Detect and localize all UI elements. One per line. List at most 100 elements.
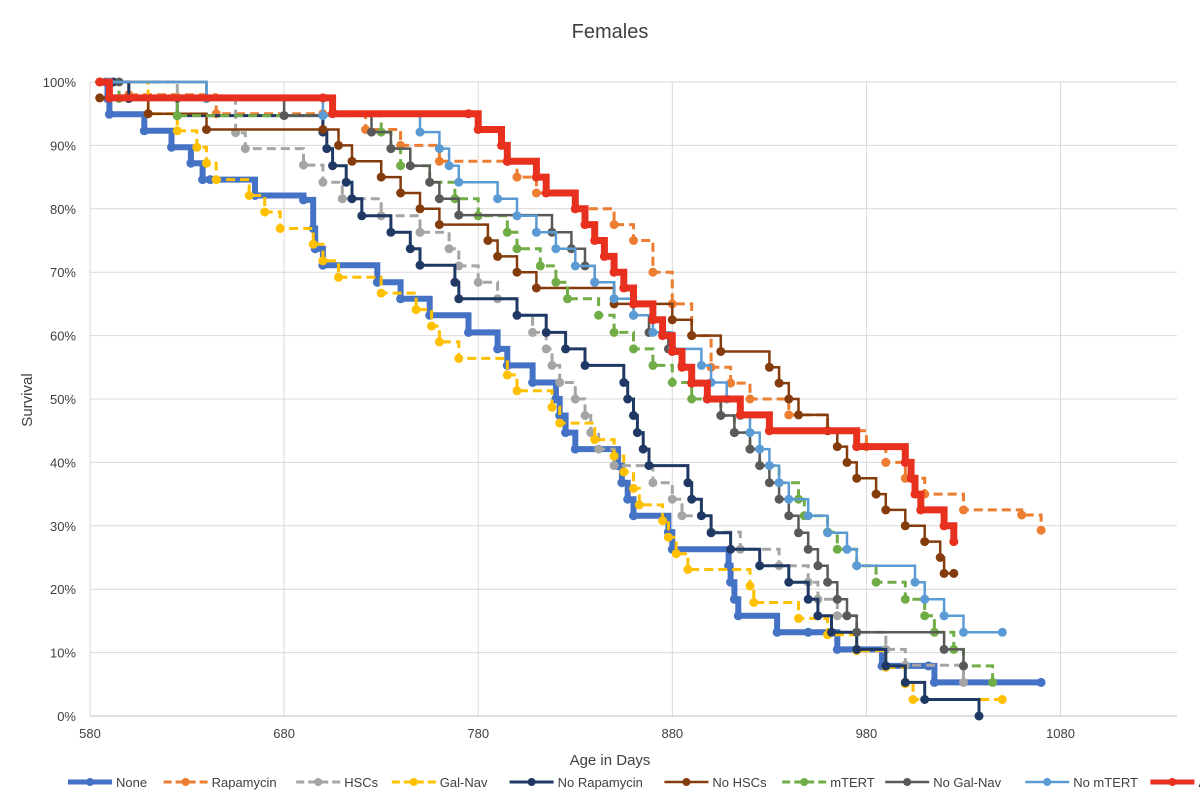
data-point xyxy=(563,294,572,304)
data-point xyxy=(347,156,357,166)
data-point xyxy=(434,156,444,166)
data-point xyxy=(667,315,677,325)
data-point xyxy=(609,461,619,471)
data-point xyxy=(871,577,881,587)
data-point xyxy=(823,577,833,587)
data-point xyxy=(415,127,425,137)
data-point xyxy=(405,161,415,171)
data-point xyxy=(202,125,211,134)
data-point xyxy=(541,188,551,198)
data-point xyxy=(852,442,862,452)
data-point xyxy=(959,627,968,637)
data-point xyxy=(852,473,862,483)
data-point xyxy=(629,483,638,493)
data-point xyxy=(823,528,833,538)
data-point xyxy=(275,224,285,233)
data-point xyxy=(328,161,338,171)
data-point xyxy=(939,644,949,654)
legend-item: No HSCs xyxy=(664,775,767,790)
data-point xyxy=(104,93,114,103)
data-point xyxy=(908,695,918,704)
data-point xyxy=(318,256,328,266)
legend-marker xyxy=(800,778,809,786)
data-point xyxy=(929,677,939,687)
data-point xyxy=(322,144,332,154)
data-point xyxy=(997,695,1007,704)
data-point xyxy=(244,191,254,200)
data-point xyxy=(308,239,318,249)
legend-item: HSCs xyxy=(296,775,379,790)
data-point xyxy=(318,93,328,103)
data-point xyxy=(260,207,270,217)
data-point xyxy=(794,410,803,420)
data-point xyxy=(396,188,406,198)
data-point xyxy=(580,360,590,370)
data-point xyxy=(328,109,338,119)
data-point xyxy=(372,277,382,287)
data-point xyxy=(910,489,920,499)
data-point xyxy=(434,144,444,154)
data-point xyxy=(726,577,736,587)
legend-label: Rapamycin xyxy=(212,775,277,790)
data-point xyxy=(334,140,343,150)
data-point xyxy=(434,220,444,230)
data-point xyxy=(658,516,668,526)
data-point xyxy=(609,451,619,461)
data-point xyxy=(716,411,726,420)
legend-marker xyxy=(527,778,536,786)
data-point xyxy=(871,489,881,499)
data-point xyxy=(308,224,318,233)
data-point xyxy=(473,277,483,287)
y-tick-label: 30% xyxy=(50,519,76,534)
data-point xyxy=(415,260,425,270)
data-point xyxy=(671,549,681,559)
data-point xyxy=(900,521,910,531)
y-tick-label: 60% xyxy=(50,329,76,344)
data-point xyxy=(464,327,473,337)
data-point xyxy=(561,344,571,354)
data-point xyxy=(454,353,464,363)
data-point xyxy=(648,267,658,277)
data-point xyxy=(920,695,930,704)
data-point xyxy=(512,310,522,320)
data-point xyxy=(341,177,351,187)
data-point xyxy=(619,378,629,387)
data-point xyxy=(813,611,823,621)
data-point xyxy=(464,109,473,119)
data-point xyxy=(186,158,196,168)
legend-label: None xyxy=(116,775,147,790)
data-point xyxy=(192,142,202,152)
y-tick-label: 70% xyxy=(50,265,76,280)
data-point xyxy=(683,478,693,488)
data-point xyxy=(629,344,638,354)
data-point xyxy=(974,711,984,721)
data-point xyxy=(733,611,743,621)
legend-label: HSCs xyxy=(344,775,378,790)
data-point xyxy=(764,426,774,436)
data-point xyxy=(512,172,522,182)
data-point xyxy=(415,227,425,237)
data-point xyxy=(764,362,774,372)
data-point xyxy=(803,594,813,604)
data-point xyxy=(900,594,910,604)
legend-label: No Gal-Nav xyxy=(933,775,1001,790)
series-no-hscs xyxy=(95,93,959,578)
data-point xyxy=(619,283,629,293)
data-point xyxy=(803,544,813,554)
data-point xyxy=(729,594,739,604)
legend: None Rapamycin HSCs Gal-Nav No Rapamycin No H… xyxy=(68,775,1200,790)
data-point xyxy=(910,577,920,587)
data-point xyxy=(502,156,512,166)
legend-marker xyxy=(86,778,94,786)
data-point xyxy=(644,461,654,471)
data-point xyxy=(920,611,930,621)
data-point xyxy=(279,111,289,121)
y-tick-label: 0% xyxy=(57,709,76,724)
data-point xyxy=(590,236,600,245)
data-point xyxy=(617,478,627,488)
data-point xyxy=(547,402,557,412)
data-point xyxy=(104,109,114,119)
data-point xyxy=(988,677,998,687)
legend-label: No HSCs xyxy=(712,775,767,790)
y-tick-label: 10% xyxy=(50,646,76,661)
